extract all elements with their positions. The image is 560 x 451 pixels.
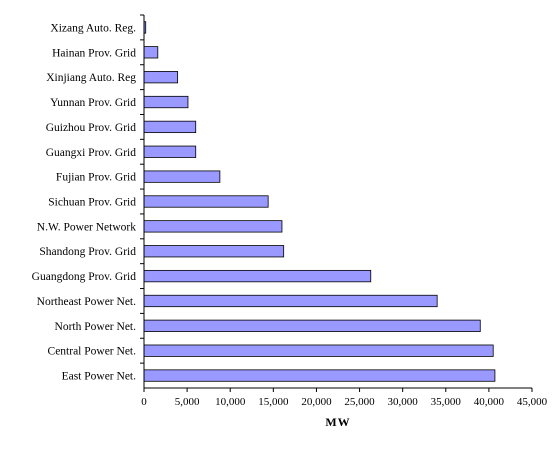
bar	[143, 170, 221, 183]
bar	[143, 319, 481, 332]
category-label: Yunnan Prov. Grid	[50, 97, 136, 109]
x-tick-label: 15,000	[258, 396, 289, 408]
bar	[143, 344, 494, 357]
category-label: N.W. Power Network	[37, 221, 136, 233]
category-label: Fujian Prov. Grid	[56, 172, 136, 184]
x-tick-label: 5,000	[175, 396, 200, 408]
x-tick-label: 20,000	[301, 396, 332, 408]
category-label: Hainan Prov. Grid	[52, 47, 136, 59]
category-label: Xizang Auto. Reg.	[50, 22, 136, 34]
category-labels: Xizang Auto. Reg. Hainan Prov. Grid Xinjia…	[32, 22, 137, 382]
axes-group	[140, 14, 533, 392]
category-label: North Power Net.	[55, 321, 137, 333]
bar	[143, 120, 197, 134]
x-tick-label: 45,000	[517, 396, 548, 408]
category-label: Guizhou Prov. Grid	[46, 122, 137, 134]
bar	[143, 294, 438, 308]
bar	[143, 46, 159, 59]
category-label: Shandong Prov. Grid	[39, 246, 136, 258]
bar	[143, 220, 283, 233]
category-label: Sichuan Prov. Grid	[48, 197, 136, 209]
category-label: Guangdong Prov. Grid	[32, 271, 137, 283]
bar	[143, 71, 179, 84]
x-tick-label: 25,000	[344, 396, 375, 408]
category-label: Central Power Net.	[48, 346, 137, 358]
x-tick-label: 40,000	[474, 396, 505, 408]
category-label: Guangxi Prov. Grid	[46, 147, 137, 159]
x-tick-label: 30,000	[388, 396, 419, 408]
bar	[143, 195, 269, 208]
x-tick-label: 10,000	[215, 396, 246, 408]
bar	[143, 95, 189, 109]
x-tick-label: 35,000	[431, 396, 462, 408]
x-tick-labels: 0 5,000 10,000 15,000 20,000 25,000 30,000 35,0…	[141, 396, 547, 408]
bar	[143, 245, 285, 258]
bar	[143, 145, 197, 158]
x-axis-title: MW	[325, 415, 350, 429]
category-label: Xinjiang Auto. Reg	[46, 72, 136, 84]
category-label: Northeast Power Net.	[37, 296, 136, 308]
x-tick-label: 0	[141, 396, 147, 408]
bars-group	[143, 21, 496, 382]
category-label: East Power Net.	[62, 371, 137, 383]
bar	[143, 269, 372, 283]
bar	[143, 369, 496, 382]
